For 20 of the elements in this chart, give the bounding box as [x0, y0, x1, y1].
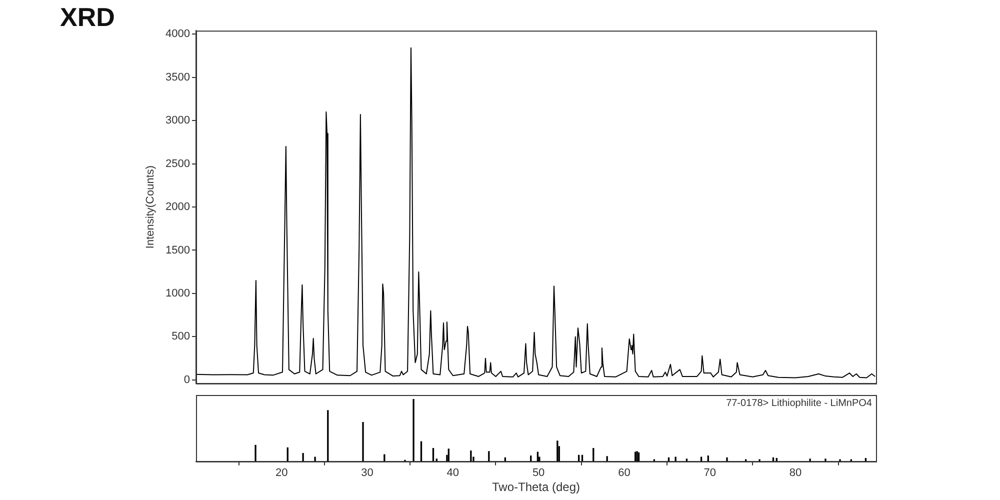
y-tick-label: 3000 — [166, 114, 190, 127]
y-tick-label: 500 — [172, 330, 190, 343]
x-tick-label: 40 — [446, 467, 460, 480]
x-tick-label: 60 — [618, 467, 630, 480]
annotation: 77-0178> Lithiophilite - LiMnPO4 — [726, 398, 872, 409]
x-tick-label: 30 — [361, 467, 374, 480]
x-tick-label: 80 — [789, 467, 802, 480]
y-tick-label: 4000 — [166, 28, 190, 40]
y-tick-label: 1500 — [166, 244, 190, 256]
y-axis-title: Intensity(Counts) — [144, 165, 157, 249]
x-axis-title: Two-Theta (deg) — [492, 480, 580, 494]
y-tick-label: 1000 — [166, 288, 190, 300]
y-tick-label: 3500 — [166, 71, 190, 84]
x-tick-label: 50 — [532, 467, 545, 480]
x-tick-label: 20 — [276, 467, 288, 480]
y-tick-label: 2000 — [166, 201, 190, 214]
chart-title: XRD — [60, 2, 115, 33]
y-tick-label: 2500 — [166, 158, 190, 170]
x-tick-label: 70 — [704, 467, 716, 480]
y-tick-label: 0 — [184, 374, 190, 386]
